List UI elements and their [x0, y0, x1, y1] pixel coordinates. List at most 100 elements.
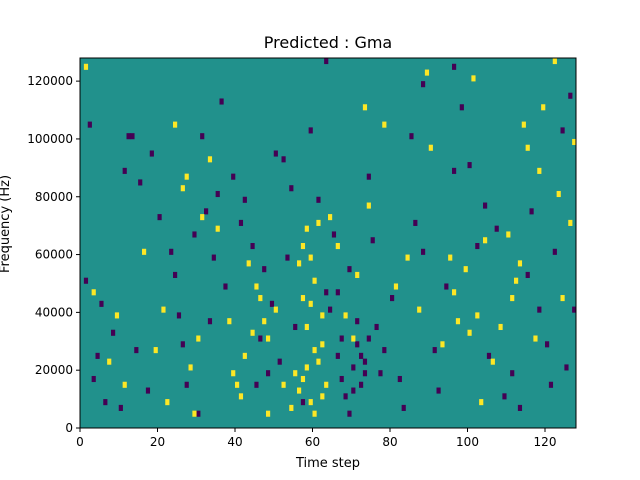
heatmap-cell-low — [397, 375, 402, 383]
y-tick-label: 20000 — [35, 363, 73, 377]
x-tick-label: 40 — [227, 435, 242, 449]
heatmap-cell-low — [95, 352, 100, 359]
heatmap-cell-high — [455, 318, 461, 325]
heatmap-cell-low — [351, 364, 356, 371]
x-tick-label: 20 — [150, 435, 165, 449]
heatmap-cell-low — [281, 156, 286, 163]
heatmap-background — [80, 58, 576, 428]
heatmap-cell-low — [200, 133, 205, 140]
heatmap-cell-high — [91, 289, 96, 296]
heatmap-cell-high — [320, 393, 325, 400]
x-axis-label: Time step — [295, 456, 360, 471]
heatmap-cell-low — [517, 404, 523, 411]
heatmap-cell-low — [382, 347, 387, 354]
heatmap-cell-low — [347, 266, 352, 273]
heatmap-cell-low — [126, 133, 131, 140]
x-axis: 0 20 40 60 80 100 120 — [76, 428, 556, 449]
heatmap-cell-low — [273, 150, 278, 157]
heatmap-cell-low — [173, 271, 178, 278]
heatmap-cell-high — [266, 335, 271, 342]
heatmap-cell-high — [308, 300, 313, 307]
heatmap-cell-high — [568, 219, 573, 226]
heatmap-cell-low — [339, 375, 344, 383]
heatmap-cell-low — [351, 387, 356, 394]
heatmap-cell-high — [393, 283, 399, 290]
heatmap-cell-high — [184, 173, 189, 180]
heatmap-cell-low — [413, 219, 418, 226]
heatmap-cell-high — [192, 410, 197, 417]
y-tick-label: 60000 — [35, 248, 73, 262]
heatmap-cell-low — [409, 133, 414, 140]
heatmap-cell-high — [541, 104, 546, 111]
heatmap-cell-low — [269, 300, 275, 307]
y-tick-label: 40000 — [35, 305, 73, 319]
heatmap-cell-low — [149, 150, 154, 157]
heatmap-cell-high — [343, 312, 348, 319]
heatmap-cell-low — [452, 167, 457, 174]
heatmap-cell-low — [335, 352, 340, 359]
heatmap-cell-low — [300, 399, 306, 406]
heatmap-cell-low — [328, 306, 333, 313]
heatmap-cell-high — [320, 312, 325, 319]
heatmap-cell-high — [258, 295, 263, 302]
heatmap-cell-low — [421, 81, 426, 88]
heatmap-cell-low — [401, 404, 406, 411]
heatmap-cell-low — [293, 323, 298, 331]
plot-frame — [79, 57, 577, 429]
heatmap-cell-high — [207, 156, 213, 163]
heatmap-cell-low — [502, 393, 507, 400]
heatmap-cell-high — [362, 104, 368, 111]
heatmap-cell-low — [204, 208, 209, 215]
heatmap-cell-high — [122, 381, 127, 388]
heatmap-cell-high — [471, 75, 476, 82]
heatmap-cell-low — [452, 63, 457, 70]
heatmap-cell-high — [417, 306, 422, 313]
heatmap-cell-low — [238, 219, 244, 226]
heatmap-cell-high — [308, 254, 313, 261]
heatmap-cell-high — [153, 347, 158, 354]
heatmap-cell-high — [351, 335, 356, 342]
heatmap-cell-high — [320, 341, 325, 348]
heatmap-cell-high — [242, 352, 247, 359]
heatmap-cell-low — [370, 237, 375, 244]
heatmap-cell-low — [316, 196, 321, 203]
heatmap-cell-high — [161, 306, 166, 313]
heatmap-cell-low — [552, 248, 557, 255]
heatmap-cell-high — [424, 69, 430, 76]
heatmap-cell-low — [335, 289, 340, 296]
heatmap-cell-low — [568, 92, 573, 99]
heatmap-cell-high — [498, 323, 503, 331]
heatmap-cell-high — [262, 318, 267, 325]
heatmap-cell-low — [374, 323, 379, 331]
heatmap-cell-high — [142, 248, 147, 255]
heatmap-cell-high — [560, 295, 565, 302]
heatmap-cell-low — [366, 335, 371, 342]
heatmap-cell-high — [506, 231, 511, 238]
heatmap-cell-low — [432, 347, 437, 354]
heatmap-cell-low — [421, 248, 426, 255]
y-tick-label: 80000 — [35, 190, 73, 204]
heatmap-cell-high — [300, 243, 306, 250]
heatmap-cell-low — [355, 341, 360, 348]
x-tick-label: 80 — [382, 435, 397, 449]
heatmap-cell-high — [537, 167, 542, 174]
heatmap-cell-high — [308, 399, 313, 406]
heatmap-cell-low — [134, 347, 139, 354]
heatmap-cell-high — [165, 399, 170, 406]
heatmap-cell-high — [196, 335, 201, 342]
heatmap-cell-low — [545, 341, 550, 348]
heatmap-cell-high — [250, 329, 255, 336]
heatmap-cell-high — [231, 370, 236, 377]
heatmap-cell-high — [428, 144, 433, 151]
heatmap-cell-low — [483, 202, 488, 209]
heatmap-cell-low — [250, 243, 255, 250]
heatmap-cell-high — [463, 266, 468, 273]
heatmap-cell-high — [312, 347, 317, 354]
heatmap-cell-low — [359, 352, 364, 359]
heatmap-cell-high — [107, 358, 112, 365]
heatmap-cell-high — [475, 312, 480, 319]
x-tick-label: 60 — [305, 435, 320, 449]
heatmap-cell-low — [324, 58, 329, 65]
heatmap-cell-high — [448, 254, 453, 261]
heatmap-cell-high — [188, 364, 193, 371]
